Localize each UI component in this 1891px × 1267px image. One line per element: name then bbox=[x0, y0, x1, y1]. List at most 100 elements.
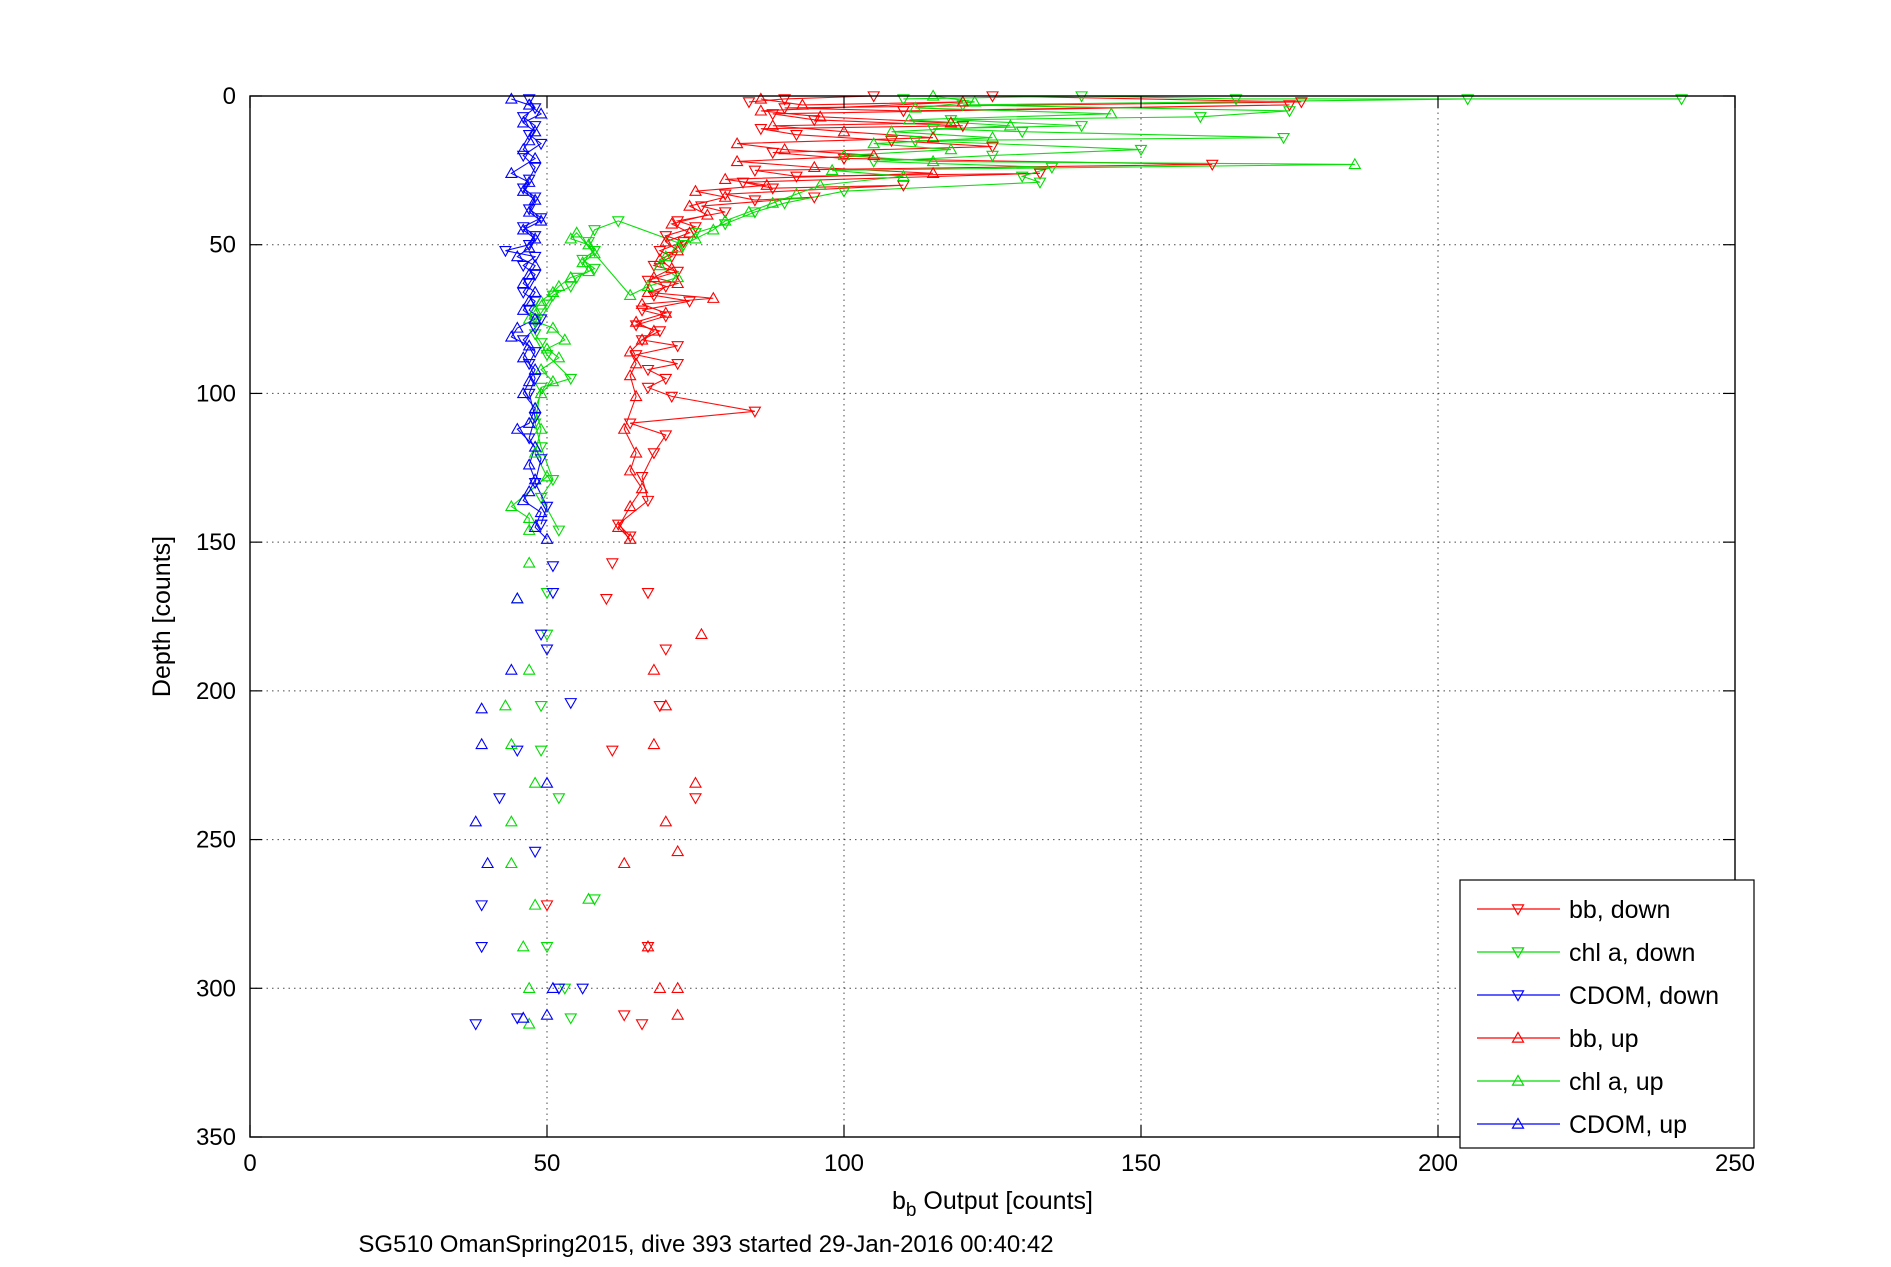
data-point bbox=[1283, 100, 1296, 112]
data-point bbox=[748, 195, 762, 207]
data-point bbox=[522, 267, 536, 280]
data-point bbox=[623, 531, 637, 543]
data-point bbox=[653, 981, 667, 993]
data-point bbox=[689, 776, 702, 788]
y-tick-label: 350 bbox=[196, 1124, 236, 1151]
x-tick-label: 200 bbox=[1418, 1150, 1458, 1177]
data-point bbox=[807, 160, 821, 173]
chart-caption: SG510 OmanSpring2015, dive 393 started 2… bbox=[358, 1231, 1053, 1258]
data-point bbox=[564, 270, 578, 283]
data-point bbox=[641, 382, 655, 395]
data-point bbox=[582, 238, 596, 250]
data-point bbox=[807, 192, 821, 204]
data-point bbox=[1205, 159, 1219, 172]
data-point bbox=[896, 106, 910, 118]
data-point bbox=[944, 115, 958, 127]
data-point bbox=[528, 285, 542, 297]
data-point bbox=[528, 776, 542, 788]
data-point bbox=[641, 495, 655, 508]
data-point bbox=[528, 347, 542, 359]
data-point bbox=[516, 386, 530, 399]
data-point bbox=[540, 941, 554, 954]
data-point bbox=[522, 1017, 536, 1029]
data-point bbox=[516, 183, 530, 195]
x-axis-label-rest: Output [counts] bbox=[916, 1187, 1093, 1215]
data-point bbox=[510, 321, 524, 333]
data-point bbox=[576, 254, 590, 267]
data-point bbox=[1675, 94, 1688, 106]
data-point bbox=[493, 793, 506, 805]
data-point bbox=[659, 644, 673, 656]
data-point bbox=[528, 446, 542, 458]
data-point bbox=[665, 217, 679, 229]
data-point bbox=[564, 281, 578, 293]
data-point bbox=[908, 101, 922, 113]
data-point bbox=[1075, 121, 1089, 133]
data-point bbox=[534, 492, 548, 505]
data-point bbox=[528, 473, 542, 485]
data-point bbox=[623, 288, 637, 300]
data-point bbox=[694, 627, 708, 640]
data-point bbox=[498, 699, 512, 711]
data-point bbox=[528, 193, 542, 205]
data-point bbox=[706, 223, 720, 235]
data-point bbox=[689, 793, 702, 805]
data-point bbox=[504, 815, 518, 827]
data-point bbox=[986, 141, 999, 154]
data-point bbox=[516, 142, 530, 155]
data-point bbox=[647, 324, 661, 336]
data-point bbox=[546, 374, 560, 387]
data-point bbox=[540, 1008, 554, 1020]
data-point bbox=[522, 374, 536, 387]
data-point bbox=[475, 900, 489, 912]
data-point bbox=[659, 306, 673, 318]
data-point bbox=[510, 745, 524, 757]
data-point bbox=[795, 98, 809, 110]
data-point bbox=[516, 276, 530, 289]
data-point bbox=[546, 285, 560, 297]
data-point bbox=[522, 523, 536, 535]
legend-marker bbox=[1511, 1074, 1525, 1086]
data-point bbox=[635, 305, 649, 317]
data-point bbox=[516, 260, 530, 273]
data-point bbox=[677, 240, 691, 252]
data-point bbox=[790, 129, 803, 142]
data-point bbox=[528, 846, 542, 859]
data-point bbox=[623, 345, 637, 357]
legend-marker bbox=[1511, 990, 1525, 1002]
data-point bbox=[659, 699, 673, 711]
data-point bbox=[522, 98, 536, 110]
data-point bbox=[867, 148, 881, 161]
data-point bbox=[736, 177, 750, 189]
data-point bbox=[1283, 106, 1296, 118]
legend: bb, down chl a, down CDOM, down bb, up chl a… bbox=[1459, 879, 1755, 1149]
data-point bbox=[896, 94, 910, 106]
data-point bbox=[813, 178, 827, 190]
data-point bbox=[706, 291, 720, 303]
data-point bbox=[778, 198, 792, 210]
data-point bbox=[522, 339, 536, 351]
data-point bbox=[522, 134, 536, 146]
data-point bbox=[902, 113, 916, 125]
data-point bbox=[718, 207, 732, 219]
data-point bbox=[475, 702, 489, 714]
series-line-4 bbox=[510, 95, 1355, 531]
data-point bbox=[1461, 94, 1475, 106]
data-point bbox=[540, 532, 554, 544]
data-point bbox=[534, 382, 548, 395]
data-point bbox=[837, 186, 851, 198]
y-tick-label: 300 bbox=[196, 975, 236, 1002]
data-point bbox=[582, 264, 596, 277]
data-point bbox=[635, 335, 649, 347]
data-point bbox=[760, 178, 774, 190]
data-point bbox=[885, 125, 898, 137]
data-point bbox=[665, 261, 679, 274]
data-point bbox=[534, 519, 548, 531]
data-point bbox=[790, 171, 803, 183]
legend-label: CDOM, up bbox=[1569, 1111, 1687, 1139]
data-point bbox=[1015, 171, 1029, 183]
data-point bbox=[867, 136, 881, 149]
data-point bbox=[968, 95, 982, 107]
data-point bbox=[522, 241, 536, 253]
